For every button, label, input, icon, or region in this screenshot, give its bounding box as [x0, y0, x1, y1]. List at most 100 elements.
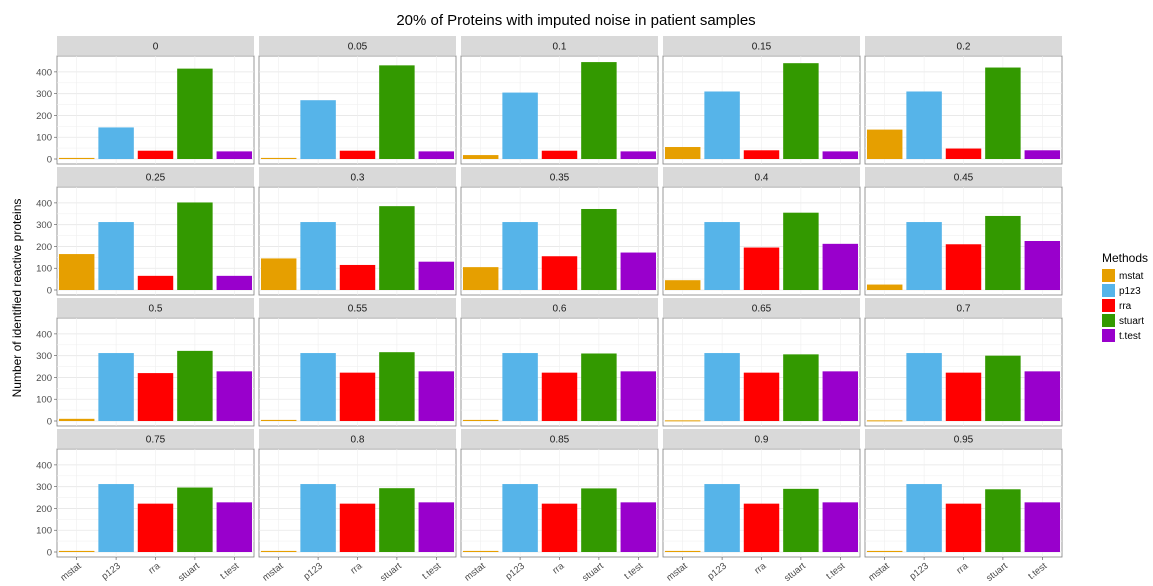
x-tick-label: rra: [752, 560, 768, 576]
bar-mstat: [866, 550, 903, 552]
bar-t.test: [822, 151, 859, 159]
bar-p123: [906, 222, 942, 290]
bar-mstat: [260, 258, 297, 290]
facet-strip: [259, 36, 456, 55]
bar-stuart: [581, 62, 617, 159]
bar-mstat: [462, 550, 499, 552]
x-tick-label: t.test: [824, 560, 847, 581]
legend-swatch: [1102, 299, 1115, 312]
x-tick-label: t.test: [420, 560, 443, 581]
x-tick-label: p123: [504, 561, 527, 581]
facet-label: 0.95: [954, 435, 974, 446]
y-tick-label: 300: [36, 89, 52, 100]
y-tick-label: 100: [36, 395, 52, 406]
bar-t.test: [418, 151, 455, 159]
bar-stuart: [581, 488, 617, 552]
facet-strip: [57, 298, 254, 317]
x-tick-label: stuart: [984, 560, 1010, 581]
facet-label: 0: [153, 42, 159, 53]
facet-strip: [663, 298, 860, 317]
bar-t.test: [216, 275, 253, 290]
x-tick-label: p123: [706, 561, 729, 581]
facet-label: 0.45: [954, 173, 974, 184]
bar-mstat: [58, 418, 95, 421]
bar-stuart: [177, 487, 213, 552]
bar-p123: [704, 484, 740, 552]
facet-strip: [663, 167, 860, 186]
facet-label: 0.8: [351, 435, 365, 446]
bar-stuart: [177, 350, 213, 421]
facet-strip: [461, 429, 658, 448]
bar-rra: [339, 150, 376, 159]
facet-label: 0.65: [752, 304, 772, 315]
bar-stuart: [379, 488, 415, 552]
bar-p123: [502, 484, 538, 552]
y-tick-label: 100: [36, 526, 52, 537]
bar-mstat: [866, 420, 903, 422]
y-tick-label: 200: [36, 242, 52, 253]
facet-label: 0.55: [348, 304, 368, 315]
bar-stuart: [985, 67, 1021, 159]
facet-label: 0.25: [146, 173, 166, 184]
x-tick-label: stuart: [782, 560, 808, 581]
bar-rra: [339, 503, 376, 552]
bar-rra: [541, 503, 578, 552]
bar-mstat: [664, 550, 701, 552]
bar-p123: [704, 222, 740, 290]
bar-p123: [98, 222, 134, 290]
bar-t.test: [216, 151, 253, 159]
bar-stuart: [783, 63, 819, 159]
bar-rra: [743, 150, 780, 159]
bar-stuart: [581, 208, 617, 290]
x-tick-label: p123: [100, 561, 123, 581]
bar-mstat: [664, 420, 701, 422]
bar-stuart: [985, 355, 1021, 421]
x-tick-label: stuart: [580, 560, 606, 581]
bar-t.test: [418, 371, 455, 421]
bar-stuart: [783, 354, 819, 421]
y-tick-label: 300: [36, 351, 52, 362]
bar-p123: [906, 91, 942, 159]
facet-strip: [259, 429, 456, 448]
legend-label: t.test: [1119, 331, 1141, 342]
bar-mstat: [260, 419, 297, 421]
x-tick-label: t.test: [1026, 560, 1049, 581]
y-tick-label: 400: [36, 198, 52, 209]
bar-stuart: [985, 489, 1021, 552]
bar-p123: [704, 91, 740, 159]
facet-strip: [461, 298, 658, 317]
bar-t.test: [620, 151, 657, 159]
facet-strip: [865, 298, 1062, 317]
facet-label: 0.5: [149, 304, 163, 315]
bar-t.test: [620, 502, 657, 552]
facet-strip: [461, 167, 658, 186]
bar-mstat: [58, 254, 95, 290]
bar-mstat: [260, 157, 297, 159]
x-tick-label: mstat: [866, 560, 891, 581]
x-tick-label: rra: [348, 560, 364, 576]
bar-rra: [945, 372, 982, 421]
x-tick-label: mstat: [58, 560, 83, 581]
bar-t.test: [620, 371, 657, 421]
bar-t.test: [822, 371, 859, 421]
y-axis-label: Number of identified reactive proteins: [10, 199, 24, 398]
bar-p123: [300, 484, 336, 552]
x-tick-label: t.test: [622, 560, 645, 581]
y-tick-label: 200: [36, 373, 52, 384]
bar-stuart: [379, 65, 415, 159]
bar-rra: [339, 372, 376, 421]
facet-label: 0.1: [553, 42, 567, 53]
facet-strip: [663, 36, 860, 55]
bar-rra: [945, 148, 982, 159]
bar-stuart: [783, 488, 819, 552]
bar-stuart: [581, 353, 617, 421]
legend-swatch: [1102, 314, 1115, 327]
x-tick-label: rra: [146, 560, 162, 576]
bar-p123: [502, 222, 538, 290]
chart-title: 20% of Proteins with imputed noise in pa…: [396, 12, 755, 29]
y-tick-label: 300: [36, 220, 52, 231]
facet-label: 0.75: [146, 435, 166, 446]
bar-p123: [906, 484, 942, 552]
bar-rra: [743, 503, 780, 552]
facet-strip: [865, 36, 1062, 55]
